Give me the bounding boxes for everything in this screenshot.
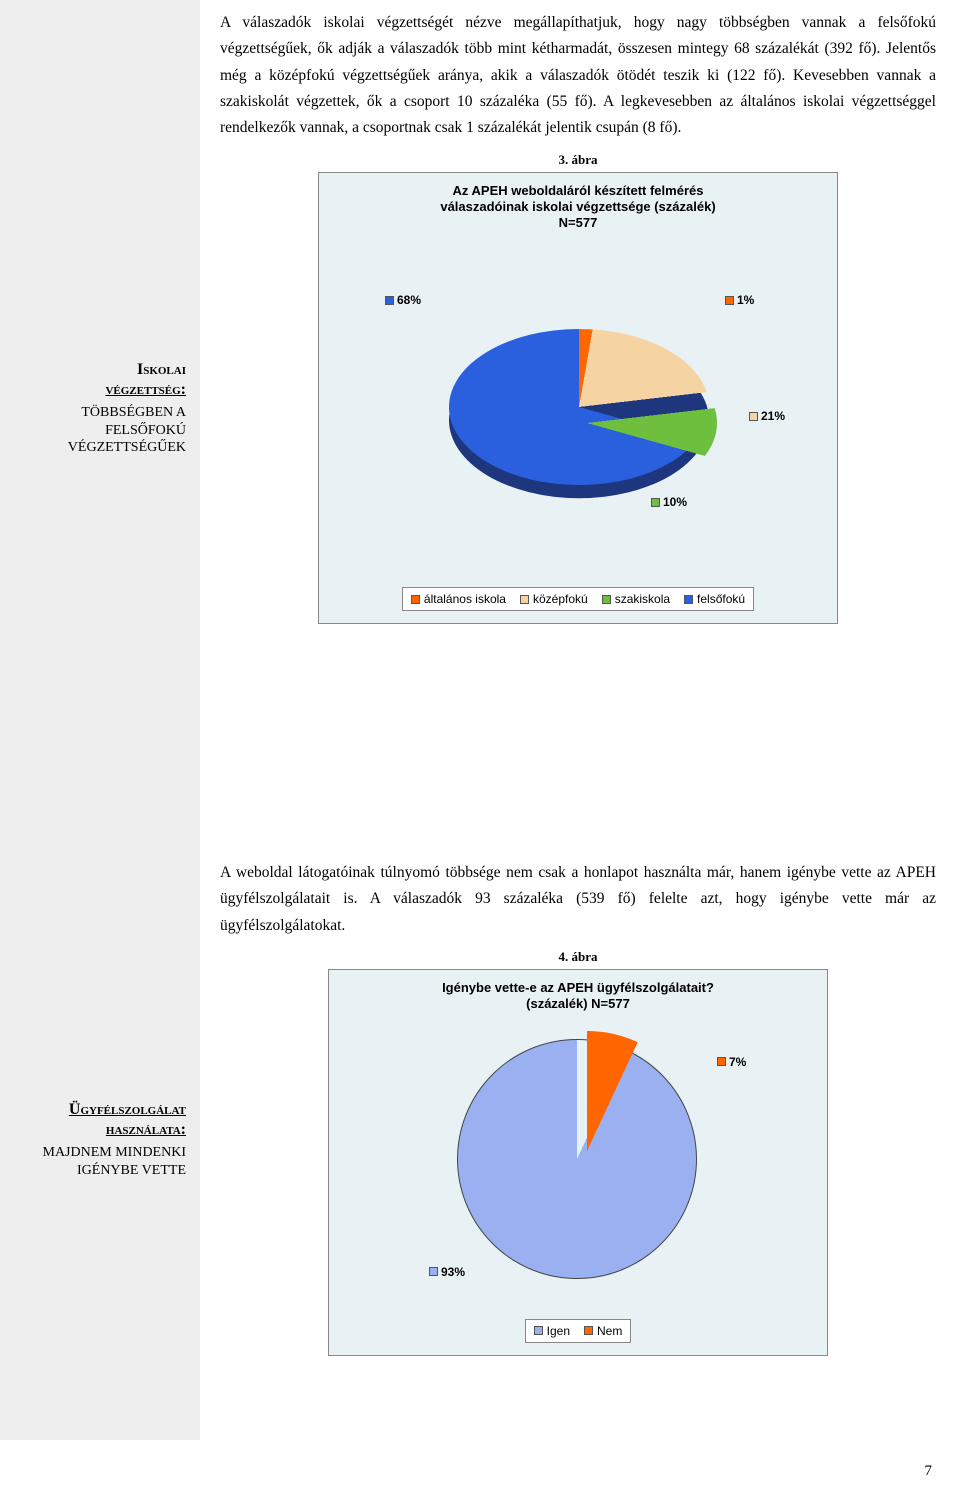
pct-text: 1%: [737, 293, 754, 307]
pie-exploded-slice: [467, 1031, 707, 1271]
sidebar-sub-line: IGÉNYBE VETTE: [14, 1162, 186, 1180]
swatch-icon: [385, 296, 394, 305]
pie-exploded-slice: [457, 345, 717, 501]
pct-text: 21%: [761, 409, 785, 423]
swatch-icon: [684, 595, 693, 604]
chart-title-line: Az APEH weboldaláról készített felmérés: [453, 183, 704, 198]
sidebar-heading: Ügyfélszolgálat használata:: [14, 1100, 186, 1140]
chart-education: Az APEH weboldaláról készített felmérés …: [318, 172, 838, 625]
chart-title: Igénybe vette-e az APEH ügyfélszolgálata…: [339, 980, 817, 1013]
customer-service-paragraph: A weboldal látogatóinak túlnyomó többség…: [220, 860, 936, 939]
chart-title-line: (százalék) N=577: [526, 996, 630, 1011]
sidebar-heading-word1: Iskolai: [137, 361, 186, 378]
pct-label-1: 1%: [725, 293, 754, 307]
pct-text: 93%: [441, 1265, 465, 1279]
sidebar-heading-word2: használata:: [106, 1121, 186, 1138]
content-customer-service: A weboldal látogatóinak túlnyomó többség…: [200, 850, 960, 1440]
figure-caption-4: 4. ábra: [220, 949, 936, 965]
legend-label: felsőfokú: [697, 592, 745, 606]
swatch-icon: [602, 595, 611, 604]
swatch-icon: [520, 595, 529, 604]
legend-label: Nem: [597, 1324, 622, 1338]
section-education: Iskolai végzettség: TÖBBSÉGBEN A FELSŐFO…: [0, 0, 960, 850]
sidebar-sub-line: VÉGZETTSÉGŰEK: [14, 439, 186, 457]
chart-title-line: Igénybe vette-e az APEH ügyfélszolgálata…: [442, 980, 714, 995]
chart-legend: általános iskola középfokú szakiskola fe…: [402, 587, 754, 611]
swatch-icon: [411, 595, 420, 604]
sidebar-heading-word2: végzettség:: [105, 381, 186, 398]
swatch-icon: [584, 1326, 593, 1335]
legend-item: Nem: [584, 1324, 622, 1338]
swatch-icon: [534, 1326, 543, 1335]
section-customer-service: Ügyfélszolgálat használata: MAJDNEM MIND…: [0, 850, 960, 1440]
chart-title-line: N=577: [559, 215, 598, 230]
legend-label: középfokú: [533, 592, 588, 606]
legend-label: Igen: [547, 1324, 570, 1338]
chart-title: Az APEH weboldaláról készített felmérés …: [329, 183, 827, 232]
pct-label-7: 7%: [717, 1055, 746, 1069]
pie-area: 7% 93%: [339, 1019, 817, 1309]
legend-label: szakiskola: [615, 592, 670, 606]
sidebar-sub-line: TÖBBSÉGBEN A: [14, 404, 186, 422]
swatch-icon: [429, 1267, 438, 1276]
sidebar-sub-line: FELSŐFOKÚ: [14, 422, 186, 440]
pct-text: 10%: [663, 495, 687, 509]
swatch-icon: [651, 498, 660, 507]
legend-item: szakiskola: [602, 592, 670, 606]
legend-item: felsőfokú: [684, 592, 745, 606]
pct-label-10: 10%: [651, 495, 687, 509]
page-number: 7: [925, 1463, 933, 1480]
pie-area: 68% 1% 21% 10%: [329, 237, 827, 577]
pct-label-68: 68%: [385, 293, 421, 307]
sidebar-heading: Iskolai végzettség:: [14, 360, 186, 400]
legend-item: középfokú: [520, 592, 588, 606]
swatch-icon: [749, 412, 758, 421]
pct-text: 7%: [729, 1055, 746, 1069]
pct-text: 68%: [397, 293, 421, 307]
legend-label: általános iskola: [424, 592, 506, 606]
sidebar-sub-line: MAJDNEM MINDENKI: [14, 1144, 186, 1162]
education-paragraph: A válaszadók iskolai végzettségét nézve …: [220, 10, 936, 142]
sidebar-education: Iskolai végzettség: TÖBBSÉGBEN A FELSŐFO…: [0, 0, 200, 850]
legend-item: általános iskola: [411, 592, 506, 606]
swatch-icon: [725, 296, 734, 305]
figure-caption-3: 3. ábra: [220, 152, 936, 168]
pct-label-93: 93%: [429, 1265, 465, 1279]
sidebar-heading-word1: Ügyfélszolgálat: [69, 1101, 186, 1118]
page-footer: 7: [0, 1440, 960, 1488]
chart-legend: Igen Nem: [525, 1319, 632, 1343]
swatch-icon: [717, 1057, 726, 1066]
sidebar-customer-service: Ügyfélszolgálat használata: MAJDNEM MIND…: [0, 850, 200, 1440]
legend-item: Igen: [534, 1324, 570, 1338]
chart-title-line: válaszadóinak iskolai végzettsége (száza…: [440, 199, 715, 214]
content-education: A válaszadók iskolai végzettségét nézve …: [200, 0, 960, 850]
chart-customer-service: Igénybe vette-e az APEH ügyfélszolgálata…: [328, 969, 828, 1356]
pct-label-21: 21%: [749, 409, 785, 423]
